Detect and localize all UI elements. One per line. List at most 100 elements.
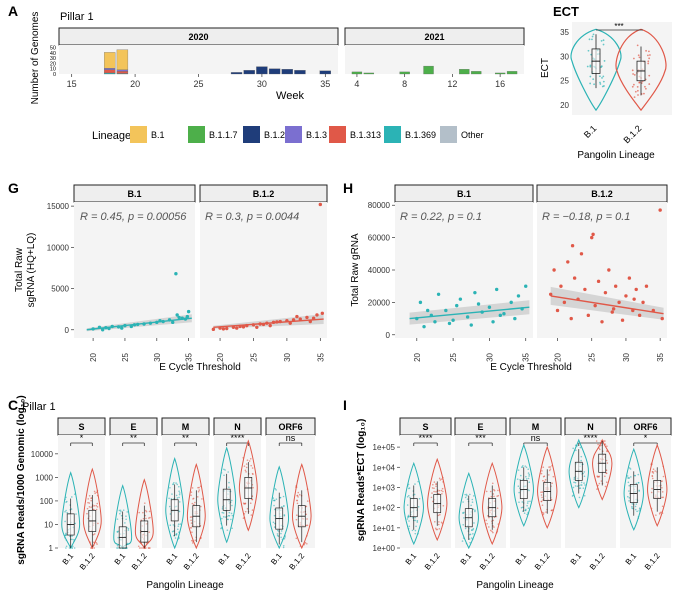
i-point <box>438 477 441 480</box>
c-point <box>90 499 93 502</box>
i-point <box>497 489 499 492</box>
panel-a-ylabel: Number of Genomes <box>30 12 41 105</box>
ect-point <box>599 83 602 85</box>
i-point <box>627 477 629 479</box>
i-point <box>415 525 417 528</box>
h-point-B.1.2 <box>548 292 553 296</box>
c-point <box>250 464 252 467</box>
ect-point <box>648 57 651 60</box>
g-point-B.1.2 <box>211 327 216 332</box>
a-ytick-30: 30 <box>50 56 56 62</box>
c-point <box>177 523 180 526</box>
i-violin-E-B.1.2 <box>482 461 503 546</box>
i-point <box>439 513 441 516</box>
c-point <box>189 516 192 518</box>
ect-point <box>648 74 651 77</box>
c-point <box>245 471 247 473</box>
c-point <box>251 498 253 501</box>
i-point <box>584 484 586 486</box>
h-xtick-30: 30 <box>485 352 494 361</box>
i-point <box>525 478 528 480</box>
i-point <box>527 507 530 510</box>
i-point <box>573 478 576 480</box>
c-point <box>273 526 276 528</box>
ect-point <box>602 39 605 42</box>
c-violin-ORF6-B.1.2 <box>291 462 312 550</box>
c-xtick-ORF6-B.1: B.1 <box>269 551 284 566</box>
g-point-B.1.2 <box>225 326 229 331</box>
ect-point <box>648 50 650 53</box>
c-point <box>125 518 127 521</box>
i-point <box>540 491 542 494</box>
c-point <box>119 512 121 515</box>
ect-point <box>638 81 641 84</box>
c-point <box>220 527 222 530</box>
i-point <box>487 515 489 517</box>
bar-B-1-1-7-2021-w13 <box>459 69 470 75</box>
c-point <box>145 510 148 513</box>
c-sig-N: **** <box>230 433 245 443</box>
i-point <box>469 541 471 544</box>
c-point <box>65 539 68 541</box>
legend-swatch-B-1 <box>130 126 147 143</box>
c-point <box>71 496 73 498</box>
c-point <box>169 513 172 515</box>
bar-B-1-313-2020-w19 <box>116 71 129 74</box>
panel-label-c: C <box>8 397 18 413</box>
c-point <box>227 471 229 473</box>
i-point <box>651 477 654 480</box>
g-xtick-30: 30 <box>283 352 292 361</box>
h-point-B.1 <box>476 302 481 306</box>
i-ytick-1e+03: 1e+03 <box>373 483 396 492</box>
ect-xtick-b12: B.1.2 <box>621 123 643 145</box>
i-point <box>635 482 638 485</box>
g-ytick-0: 0 <box>65 326 70 335</box>
i-point <box>583 475 586 478</box>
i-point <box>600 440 603 442</box>
i-point <box>526 513 528 516</box>
i-violin-E-B.1 <box>458 471 479 550</box>
c-point <box>93 533 96 535</box>
c-point <box>276 529 279 532</box>
c-point <box>70 508 73 510</box>
i-point <box>661 480 663 482</box>
i-violin-M-B.1 <box>513 443 534 527</box>
c-point <box>304 541 307 544</box>
ect-violin-B.1 <box>570 28 622 112</box>
i-point <box>438 521 440 523</box>
i-point <box>599 444 602 447</box>
i-point <box>417 505 420 508</box>
h-xtick-25: 25 <box>449 352 458 361</box>
i-point <box>485 490 488 493</box>
i-point <box>596 475 599 478</box>
g-point-B.1.2 <box>298 317 302 321</box>
c-point <box>178 490 180 493</box>
c-point <box>96 502 99 505</box>
i-point <box>407 516 409 518</box>
i-point <box>435 491 437 493</box>
g-point-B.1.2 <box>268 323 272 328</box>
i-point <box>417 532 419 535</box>
bar-B-1-2-2020-w28 <box>230 72 243 75</box>
i-point <box>528 475 530 477</box>
ect-point <box>591 38 593 41</box>
i-point <box>637 517 640 520</box>
c-point <box>175 482 177 484</box>
c-strip-label-E: E <box>130 422 136 432</box>
bar-B-1-369-2020-w18 <box>104 72 116 75</box>
i-plot-E <box>455 435 506 548</box>
i-point <box>468 533 471 536</box>
i-point <box>574 444 577 447</box>
c-point <box>272 497 275 499</box>
panel-label-h: H <box>343 180 353 196</box>
i-xtick-S-B.1: B.1 <box>404 551 419 566</box>
i-point <box>406 518 409 520</box>
panel-label-g: G <box>8 180 19 196</box>
ect-point <box>643 92 645 95</box>
i-point <box>442 476 444 479</box>
a-xtick-2021-16: 16 <box>495 79 505 89</box>
i-point <box>474 509 476 511</box>
c-point <box>65 532 67 535</box>
c-point <box>117 547 119 549</box>
